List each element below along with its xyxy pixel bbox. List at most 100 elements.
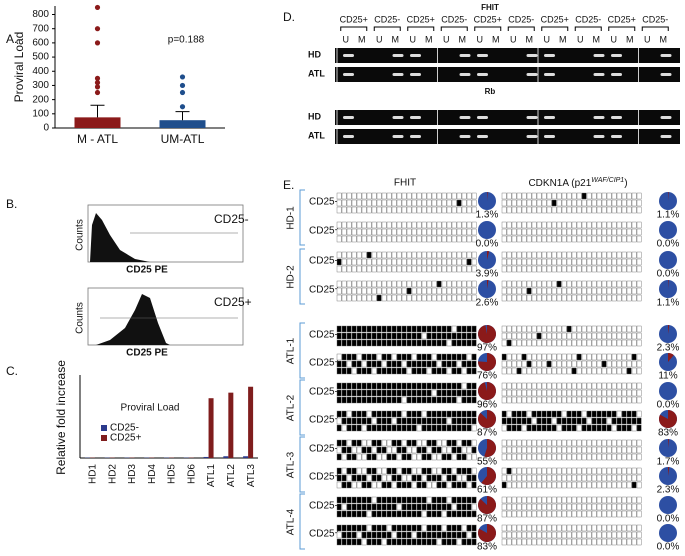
cpg-site	[371, 294, 377, 302]
cpg-site	[461, 417, 467, 425]
cpg-site	[351, 280, 357, 288]
cpg-site	[586, 235, 592, 243]
cpg-site	[536, 410, 542, 418]
cpg-site	[581, 221, 587, 229]
cpg-site	[616, 367, 622, 375]
cpg-site	[606, 410, 612, 418]
cpg-site	[371, 367, 377, 375]
cpg-site	[421, 280, 427, 288]
cpg-site	[516, 332, 522, 340]
cpg-site	[366, 382, 372, 390]
cpg-site	[636, 382, 642, 390]
cpg-site	[566, 439, 572, 447]
cpg-site	[351, 294, 357, 302]
cpg-site	[541, 325, 547, 333]
cpg-site	[601, 235, 607, 243]
title-part: )	[624, 178, 627, 189]
cpg-site	[561, 396, 567, 404]
cpg-site	[591, 280, 597, 288]
cpg-site	[616, 481, 622, 489]
cpg-site	[526, 446, 532, 454]
cpg-site	[566, 280, 572, 288]
cpg-site	[521, 199, 527, 207]
panel-label: B.	[6, 197, 17, 211]
cpg-site	[426, 221, 432, 229]
cpg-site	[471, 221, 477, 229]
cpg-site	[631, 453, 637, 461]
cpg-site	[346, 439, 352, 447]
gel-band	[410, 135, 421, 138]
cpg-site	[336, 258, 342, 266]
cpg-site	[561, 294, 567, 302]
cpg-site	[411, 258, 417, 266]
cpg-site	[446, 538, 452, 546]
cpg-site	[546, 360, 552, 368]
cpg-site	[511, 382, 517, 390]
cpg-site	[576, 221, 582, 229]
cpg-site	[511, 510, 517, 518]
cpg-site	[356, 339, 362, 347]
cpg-site	[526, 235, 532, 243]
cpg-site	[621, 467, 627, 475]
cpg-site	[431, 467, 437, 475]
cpg-site	[431, 382, 437, 390]
cpg-site	[546, 287, 552, 295]
cpg-site	[461, 339, 467, 347]
cpg-site	[436, 396, 442, 404]
cpg-site	[381, 474, 387, 482]
cpg-site	[401, 382, 407, 390]
cpg-site	[446, 221, 452, 229]
cpg-site	[511, 481, 517, 489]
cpg-site	[416, 199, 422, 207]
cpg-site	[511, 474, 517, 482]
cpg-site	[466, 287, 472, 295]
cpg-site	[371, 265, 377, 273]
cpg-site	[341, 424, 347, 432]
pie-slice	[478, 524, 496, 542]
cpg-site	[511, 524, 517, 532]
cpg-site	[381, 221, 387, 229]
cpg-site	[551, 531, 557, 539]
cpg-site	[601, 524, 607, 532]
cpg-site	[526, 481, 532, 489]
cpg-site	[536, 417, 542, 425]
x-axis-label: CD25 PE	[126, 348, 168, 359]
cpg-site	[366, 287, 372, 295]
cpg-site	[351, 265, 357, 273]
cpg-site	[541, 206, 547, 214]
cpg-site	[561, 439, 567, 447]
cpg-site	[436, 510, 442, 518]
gel-band	[410, 73, 421, 76]
cpg-site	[401, 524, 407, 532]
lane-label: M	[559, 34, 567, 44]
cpg-site	[506, 538, 512, 546]
cpg-site	[606, 294, 612, 302]
cpg-site	[376, 424, 382, 432]
cpg-site	[596, 367, 602, 375]
cpg-site	[626, 251, 632, 259]
cpg-site	[636, 294, 642, 302]
cpg-site	[461, 524, 467, 532]
cpg-site	[446, 424, 452, 432]
cpg-site	[426, 481, 432, 489]
cpg-site	[471, 206, 477, 214]
cpg-site	[551, 280, 557, 288]
gene-label: Rb	[485, 87, 496, 96]
cpg-site	[451, 353, 457, 361]
x-tick-label: HD5	[167, 464, 178, 484]
cpg-site	[596, 325, 602, 333]
cpg-site	[616, 474, 622, 482]
cpg-site	[516, 287, 522, 295]
cpg-site	[386, 294, 392, 302]
cpg-site	[551, 287, 557, 295]
outlier	[94, 89, 101, 96]
cpg-site	[536, 396, 542, 404]
cpg-site	[566, 206, 572, 214]
cpg-site	[411, 192, 417, 200]
cpg-site	[366, 221, 372, 229]
cpg-site	[401, 192, 407, 200]
cpg-site	[581, 424, 587, 432]
cpg-site	[561, 417, 567, 425]
cpg-site	[406, 235, 412, 243]
cpg-site	[606, 467, 612, 475]
